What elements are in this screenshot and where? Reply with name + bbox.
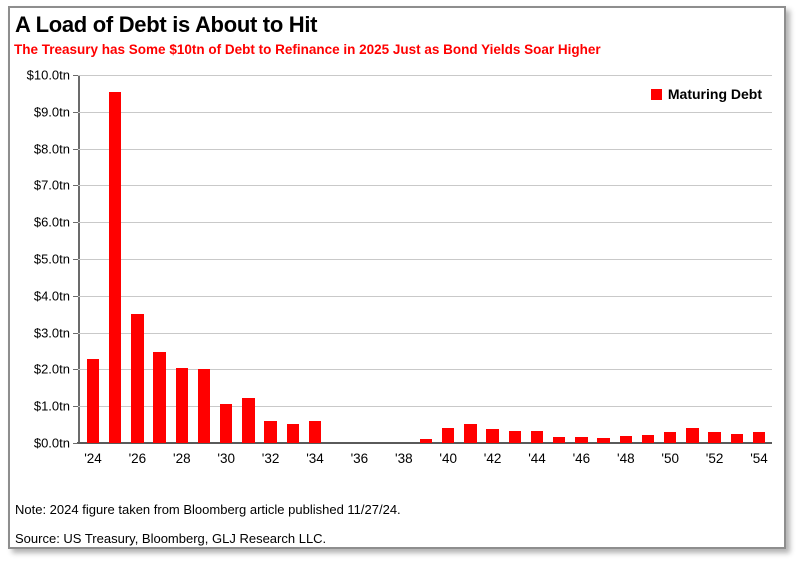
x-tick-label: '48 <box>617 451 635 466</box>
bar-29 <box>197 369 211 443</box>
x-tick-label: '32 <box>261 451 280 466</box>
y-axis-tick <box>73 111 78 113</box>
bar-26 <box>131 314 144 443</box>
x-tick-label: '24 <box>84 451 102 466</box>
y-tick-label: $9.0tn <box>33 104 70 120</box>
y-tick-label: $0.0tn <box>33 435 70 451</box>
x-tick-label: '50 <box>661 451 679 466</box>
y-axis-tick <box>73 148 78 150</box>
y-axis-tick <box>73 185 78 187</box>
gridline <box>78 111 772 113</box>
y-axis-tick <box>73 406 78 408</box>
bar-41 <box>464 423 477 443</box>
y-axis-tick <box>73 259 78 260</box>
bar-44 <box>530 430 544 443</box>
y-axis-tick <box>73 443 78 444</box>
bar-25 <box>108 91 122 443</box>
bar-52 <box>708 431 721 443</box>
bar-40 <box>441 427 455 443</box>
bar-28 <box>175 367 189 443</box>
x-tick-label: '30 <box>217 451 235 466</box>
gridline <box>78 406 772 408</box>
plot-area: Maturing Debt $10.0tn $9.0tn $8.0tn $7.0tn $… <box>27 68 772 466</box>
legend-label: Maturing Debt <box>667 86 762 102</box>
x-tick-label: '38 <box>395 451 413 466</box>
legend: Maturing Debt <box>650 86 762 102</box>
y-tick-label: $10.0tn <box>26 67 70 83</box>
bar-45 <box>552 437 566 443</box>
y-tick-label: $8.0tn <box>33 141 70 157</box>
bar-33 <box>286 423 300 443</box>
bar-42 <box>486 429 499 443</box>
x-tick-label: '44 <box>528 451 546 466</box>
bar-39 <box>419 438 433 443</box>
bar-50 <box>663 431 677 443</box>
gridline <box>78 148 772 150</box>
y-axis-tick <box>73 369 78 371</box>
x-axis-line <box>77 442 772 444</box>
bar-43 <box>508 430 522 443</box>
x-tick-label: '52 <box>705 451 724 466</box>
gridline <box>78 75 772 76</box>
x-tick-label: '34 <box>306 451 324 466</box>
gridline <box>78 332 772 334</box>
y-axis-tick <box>73 222 78 224</box>
gridline <box>78 369 772 371</box>
y-tick-label: $3.0tn <box>33 325 70 341</box>
y-tick-label: $4.0tn <box>33 288 70 304</box>
bar-53 <box>730 433 744 443</box>
y-tick-label: $2.0tn <box>33 361 70 377</box>
bar-46 <box>575 437 588 443</box>
bar-48 <box>619 436 633 443</box>
y-tick-label: $6.0tn <box>33 214 70 230</box>
bar-49 <box>641 435 655 443</box>
chart-card: A Load of Debt is About to Hit The Treas… <box>8 6 786 549</box>
bar-47 <box>597 437 610 443</box>
y-tick-label: $7.0tn <box>33 177 70 193</box>
x-tick-label: '40 <box>439 451 457 466</box>
x-tick-label: '42 <box>483 451 502 466</box>
x-tick-label: '54 <box>750 451 768 466</box>
gridline <box>78 222 772 224</box>
bar-32 <box>264 420 277 443</box>
gridline <box>78 259 772 260</box>
bar-54 <box>752 431 766 443</box>
gridline <box>78 185 772 187</box>
bar-24 <box>86 359 100 443</box>
y-axis-tick <box>73 332 78 334</box>
chart-subtitle: The Treasury has Some $10tn of Debt to R… <box>14 42 601 57</box>
x-tick-label: '36 <box>350 451 369 466</box>
bar-31 <box>242 398 255 443</box>
x-tick-label: '26 <box>128 451 147 466</box>
note-text: Note: 2024 figure taken from Bloomberg a… <box>15 502 401 517</box>
legend-swatch-icon <box>650 88 662 100</box>
chart-title: A Load of Debt is About to Hit <box>15 12 318 37</box>
x-tick-label: '28 <box>173 451 191 466</box>
y-tick-label: $1.0tn <box>33 398 70 414</box>
bar-51 <box>686 428 699 443</box>
bar-34 <box>308 420 322 443</box>
x-tick-label: '46 <box>572 451 591 466</box>
bar-30 <box>219 404 233 443</box>
y-tick-label: $5.0tn <box>33 251 70 267</box>
source-text: Source: US Treasury, Bloomberg, GLJ Rese… <box>15 531 327 546</box>
gridline <box>78 295 772 297</box>
bar-27 <box>153 352 166 443</box>
y-axis-tick <box>73 295 78 297</box>
y-axis-tick <box>73 75 78 76</box>
